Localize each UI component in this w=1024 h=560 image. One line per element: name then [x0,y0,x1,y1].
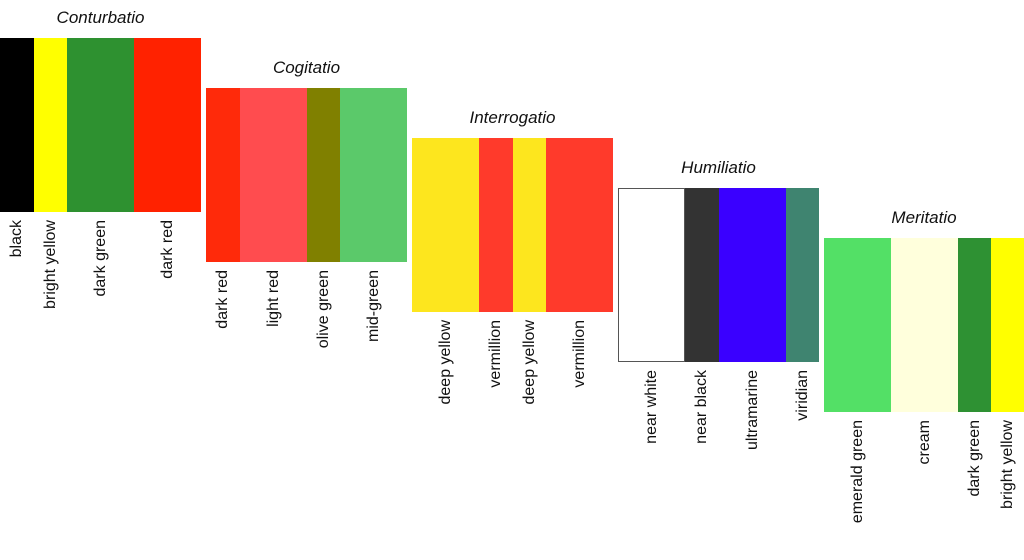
color-swatch [0,38,34,212]
group-title: Cogitatio [272,58,341,77]
swatch-label: deep yellow [520,320,538,405]
color-swatch [991,238,1024,412]
swatch-label: ultramarine [743,370,761,451]
swatch-label: dark red [214,270,231,329]
color-swatch [685,188,719,362]
swatch-strip [412,138,613,312]
group-conturbatio: Conturbatio black bright yellow dark gre… [0,8,201,368]
color-swatch [134,38,201,212]
swatch-label: vermillion [570,320,588,388]
color-swatch [958,238,991,412]
group-title: Conturbatio [56,8,145,27]
group-title: Humiliatio [681,158,756,177]
swatch-strip [206,88,407,262]
swatch-label: near white [642,370,660,444]
swatch-label: bright yellow [998,420,1016,509]
color-swatch [618,188,685,362]
swatch-label: dark green [965,420,983,497]
swatch-label: near black [693,370,710,444]
swatch-label: emerald green [848,420,866,524]
swatch-strip [824,238,1024,412]
group-interrogatio: Interrogatio deep yellow vermillion deep… [412,108,613,468]
color-swatch [206,88,240,262]
group-meritatio: Meritatio emerald green cream dark green… [824,208,1024,556]
color-swatch [513,138,546,312]
swatch-label: mid-green [364,270,382,343]
swatch-label: dark green [91,220,109,297]
swatch-strip [618,188,819,362]
swatch-strip [0,38,201,212]
color-swatch [240,88,307,262]
label-row: black bright yellow dark green dark red [0,220,201,360]
color-swatch [67,38,134,212]
group-title: Meritatio [891,208,957,227]
color-swatch [786,188,819,362]
group-humiliatio: Humiliatio near white near black ultrama… [618,158,819,518]
label-row: near white near black ultramarine viridi… [618,370,819,510]
swatch-label: cream [915,420,933,465]
swatch-label: viridian [793,370,811,421]
color-swatch [891,238,958,412]
swatch-label: vermillion [487,320,504,388]
group-cogitatio: Cogitatio dark red light red olive green… [206,58,407,418]
swatch-label: black [8,220,25,258]
swatch-label: bright yellow [41,220,59,309]
swatch-label: deep yellow [436,320,454,405]
label-row: dark red light red olive green mid-green [206,270,407,410]
color-swatch [546,138,613,312]
label-row: deep yellow vermillion deep yellow vermi… [412,320,613,460]
color-swatch [719,188,786,362]
swatch-label: olive green [314,270,332,349]
color-swatch [412,138,479,312]
color-swatch [479,138,513,312]
swatch-label: light red [264,270,282,327]
swatch-label: dark red [158,220,176,279]
color-swatch [34,38,67,212]
color-swatch [307,88,340,262]
label-row: emerald green cream dark green bright ye… [824,420,1024,560]
color-swatch [340,88,407,262]
group-title: Interrogatio [469,108,556,127]
color-swatch [824,238,891,412]
